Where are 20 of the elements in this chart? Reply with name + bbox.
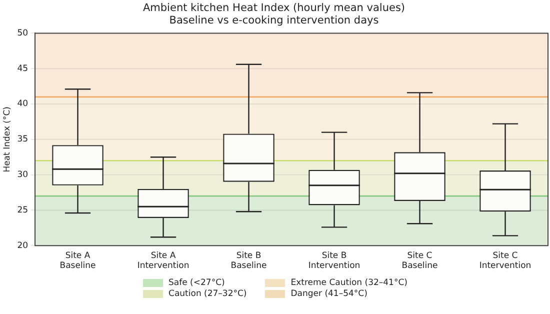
x-tick-label: Site C Baseline xyxy=(402,250,438,272)
y-tick-label: 25 xyxy=(17,205,28,216)
chart-title: Ambient kitchen Heat Index (hourly mean values) xyxy=(142,2,406,14)
legend-label: Caution (27–32°C) xyxy=(168,289,247,299)
y-tick-label: 35 xyxy=(17,134,28,145)
legend-label: Danger (41–54°C) xyxy=(290,289,368,299)
y-tick-label: 45 xyxy=(17,64,28,74)
legend-label: Safe (<27°C) xyxy=(168,278,225,288)
x-tick-label: Site A Baseline xyxy=(60,250,96,272)
legend-label: Extreme Caution (32–41°C) xyxy=(290,278,408,288)
y-tick-label: 20 xyxy=(17,240,28,251)
y-tick-label: 40 xyxy=(17,99,28,110)
x-tick-label: Site A Intervention xyxy=(137,250,190,272)
y-tick-label: 30 xyxy=(17,170,28,180)
chart-subtitle: Baseline vs e-cooking intervention days xyxy=(169,14,379,27)
y-axis-title: Heat Index (°C) xyxy=(2,106,12,172)
y-tick-label: 50 xyxy=(17,28,28,38)
x-tick-label: Site C Intervention xyxy=(479,250,532,272)
x-tick-label: Site B Baseline xyxy=(230,250,267,272)
x-tick-label: Site B Intervention xyxy=(308,250,360,272)
